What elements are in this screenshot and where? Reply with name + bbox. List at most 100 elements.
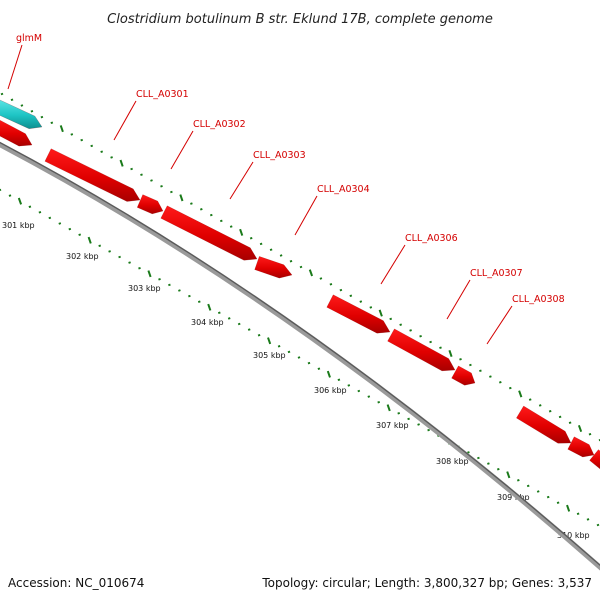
major-tick (518, 390, 523, 398)
kbp-label: 303 kbp (128, 284, 161, 293)
minor-tick (489, 375, 492, 378)
gene-label-cll-a0308: CLL_A0308 (512, 294, 565, 305)
minor-tick (317, 367, 321, 370)
minor-tick (586, 518, 590, 521)
minor-tick (38, 211, 42, 214)
cds-gene-arrow (516, 405, 572, 444)
minor-tick (247, 328, 251, 331)
minor-tick (558, 415, 562, 419)
minor-tick (257, 333, 261, 337)
minor-tick (279, 254, 283, 257)
minor-tick (277, 345, 281, 348)
minor-tick (197, 300, 201, 303)
minor-tick (68, 227, 72, 231)
gene-label-glmM: glmM (16, 33, 42, 44)
minor-tick (217, 311, 221, 315)
callout-leader-line (229, 161, 254, 200)
minor-tick (80, 138, 84, 142)
minor-tick (329, 283, 333, 286)
major-tick (308, 269, 314, 277)
minor-tick (397, 412, 401, 415)
minor-tick (596, 523, 600, 527)
minor-tick (48, 216, 52, 220)
minor-tick (128, 261, 131, 264)
cds-gene-arrow (44, 148, 141, 202)
minor-tick (347, 384, 351, 387)
kbp-label: 305 kbp (253, 351, 286, 360)
gene-features (0, 99, 600, 470)
gene-label-cll-a0303: CLL_A0303 (253, 150, 306, 161)
minor-tick (307, 361, 311, 365)
minor-tick (538, 404, 542, 407)
minor-tick (78, 233, 82, 236)
minor-tick (576, 512, 580, 516)
genome-summary-text: Topology: circular; Length: 3,800,327 bp… (261, 576, 592, 590)
callout-leader-line (170, 130, 194, 170)
minor-tick (237, 322, 241, 326)
minor-tick (389, 317, 393, 321)
kbp-label: 309 kbp (497, 493, 530, 502)
minor-tick (477, 456, 480, 460)
minor-tick (556, 501, 560, 504)
cds-gene-arrow (567, 436, 595, 458)
minor-tick (319, 277, 323, 280)
minor-tick (28, 205, 32, 209)
minor-tick (259, 242, 263, 246)
minor-tick (369, 306, 373, 309)
major-tick (577, 424, 583, 433)
major-tick (448, 349, 453, 358)
minor-tick (439, 346, 442, 349)
minor-tick (130, 167, 133, 171)
minor-tick (536, 490, 540, 493)
map-title: Clostridium botulinum B str. Eklund 17B,… (107, 12, 493, 27)
gene-callouts: glmM CLL_A0301 CLL_A0302 CLL_A0303 CLL_A0304… (7, 33, 565, 345)
minor-tick (299, 265, 303, 269)
gene-label-cll-a0306: CLL_A0306 (405, 233, 458, 244)
outer-tick-ring (0, 92, 600, 442)
cds-gene-arrow (160, 205, 258, 261)
minor-tick (508, 386, 512, 390)
major-tick (566, 504, 571, 512)
major-tick (87, 236, 92, 244)
minor-tick (407, 417, 410, 421)
minor-tick (526, 484, 530, 488)
backbone-line (0, 141, 600, 571)
minor-tick (8, 194, 12, 197)
minor-tick (409, 329, 412, 332)
gene-label-cll-a0307: CLL_A0307 (470, 268, 523, 279)
minor-tick (469, 363, 472, 367)
minor-tick (188, 294, 191, 298)
minor-tick (90, 144, 94, 148)
kbp-label: 304 kbp (191, 318, 224, 327)
minor-tick (399, 323, 403, 326)
minor-tick (140, 173, 143, 176)
minor-tick (359, 300, 363, 303)
minor-tick (170, 190, 173, 194)
cds-gene-arrow (136, 194, 164, 215)
minor-tick (459, 358, 462, 361)
minor-tick (70, 133, 74, 136)
minor-tick (50, 121, 54, 125)
minor-tick (546, 495, 550, 499)
minor-tick (209, 213, 213, 217)
minor-tick (190, 202, 193, 205)
rna-gene-arrow (0, 99, 43, 130)
major-tick (378, 309, 383, 317)
accession-text: Accession: NC_010674 (8, 576, 144, 590)
cds-gene-arrow (451, 365, 476, 386)
minor-tick (419, 334, 422, 338)
minor-tick (528, 398, 532, 401)
gene-label-cll-a0301: CLL_A0301 (136, 89, 189, 100)
minor-tick (168, 283, 171, 287)
minor-tick (110, 156, 113, 159)
callout-leader-line (113, 100, 137, 141)
kbp-label: 308 kbp (436, 457, 469, 466)
cds-gene-arrow (589, 449, 600, 470)
cds-gene-arrow (0, 119, 33, 147)
minor-tick (227, 317, 231, 320)
major-tick (119, 159, 124, 167)
minor-tick (289, 259, 293, 263)
kbp-label: 310 kbp (557, 531, 590, 540)
minor-tick (20, 104, 24, 107)
